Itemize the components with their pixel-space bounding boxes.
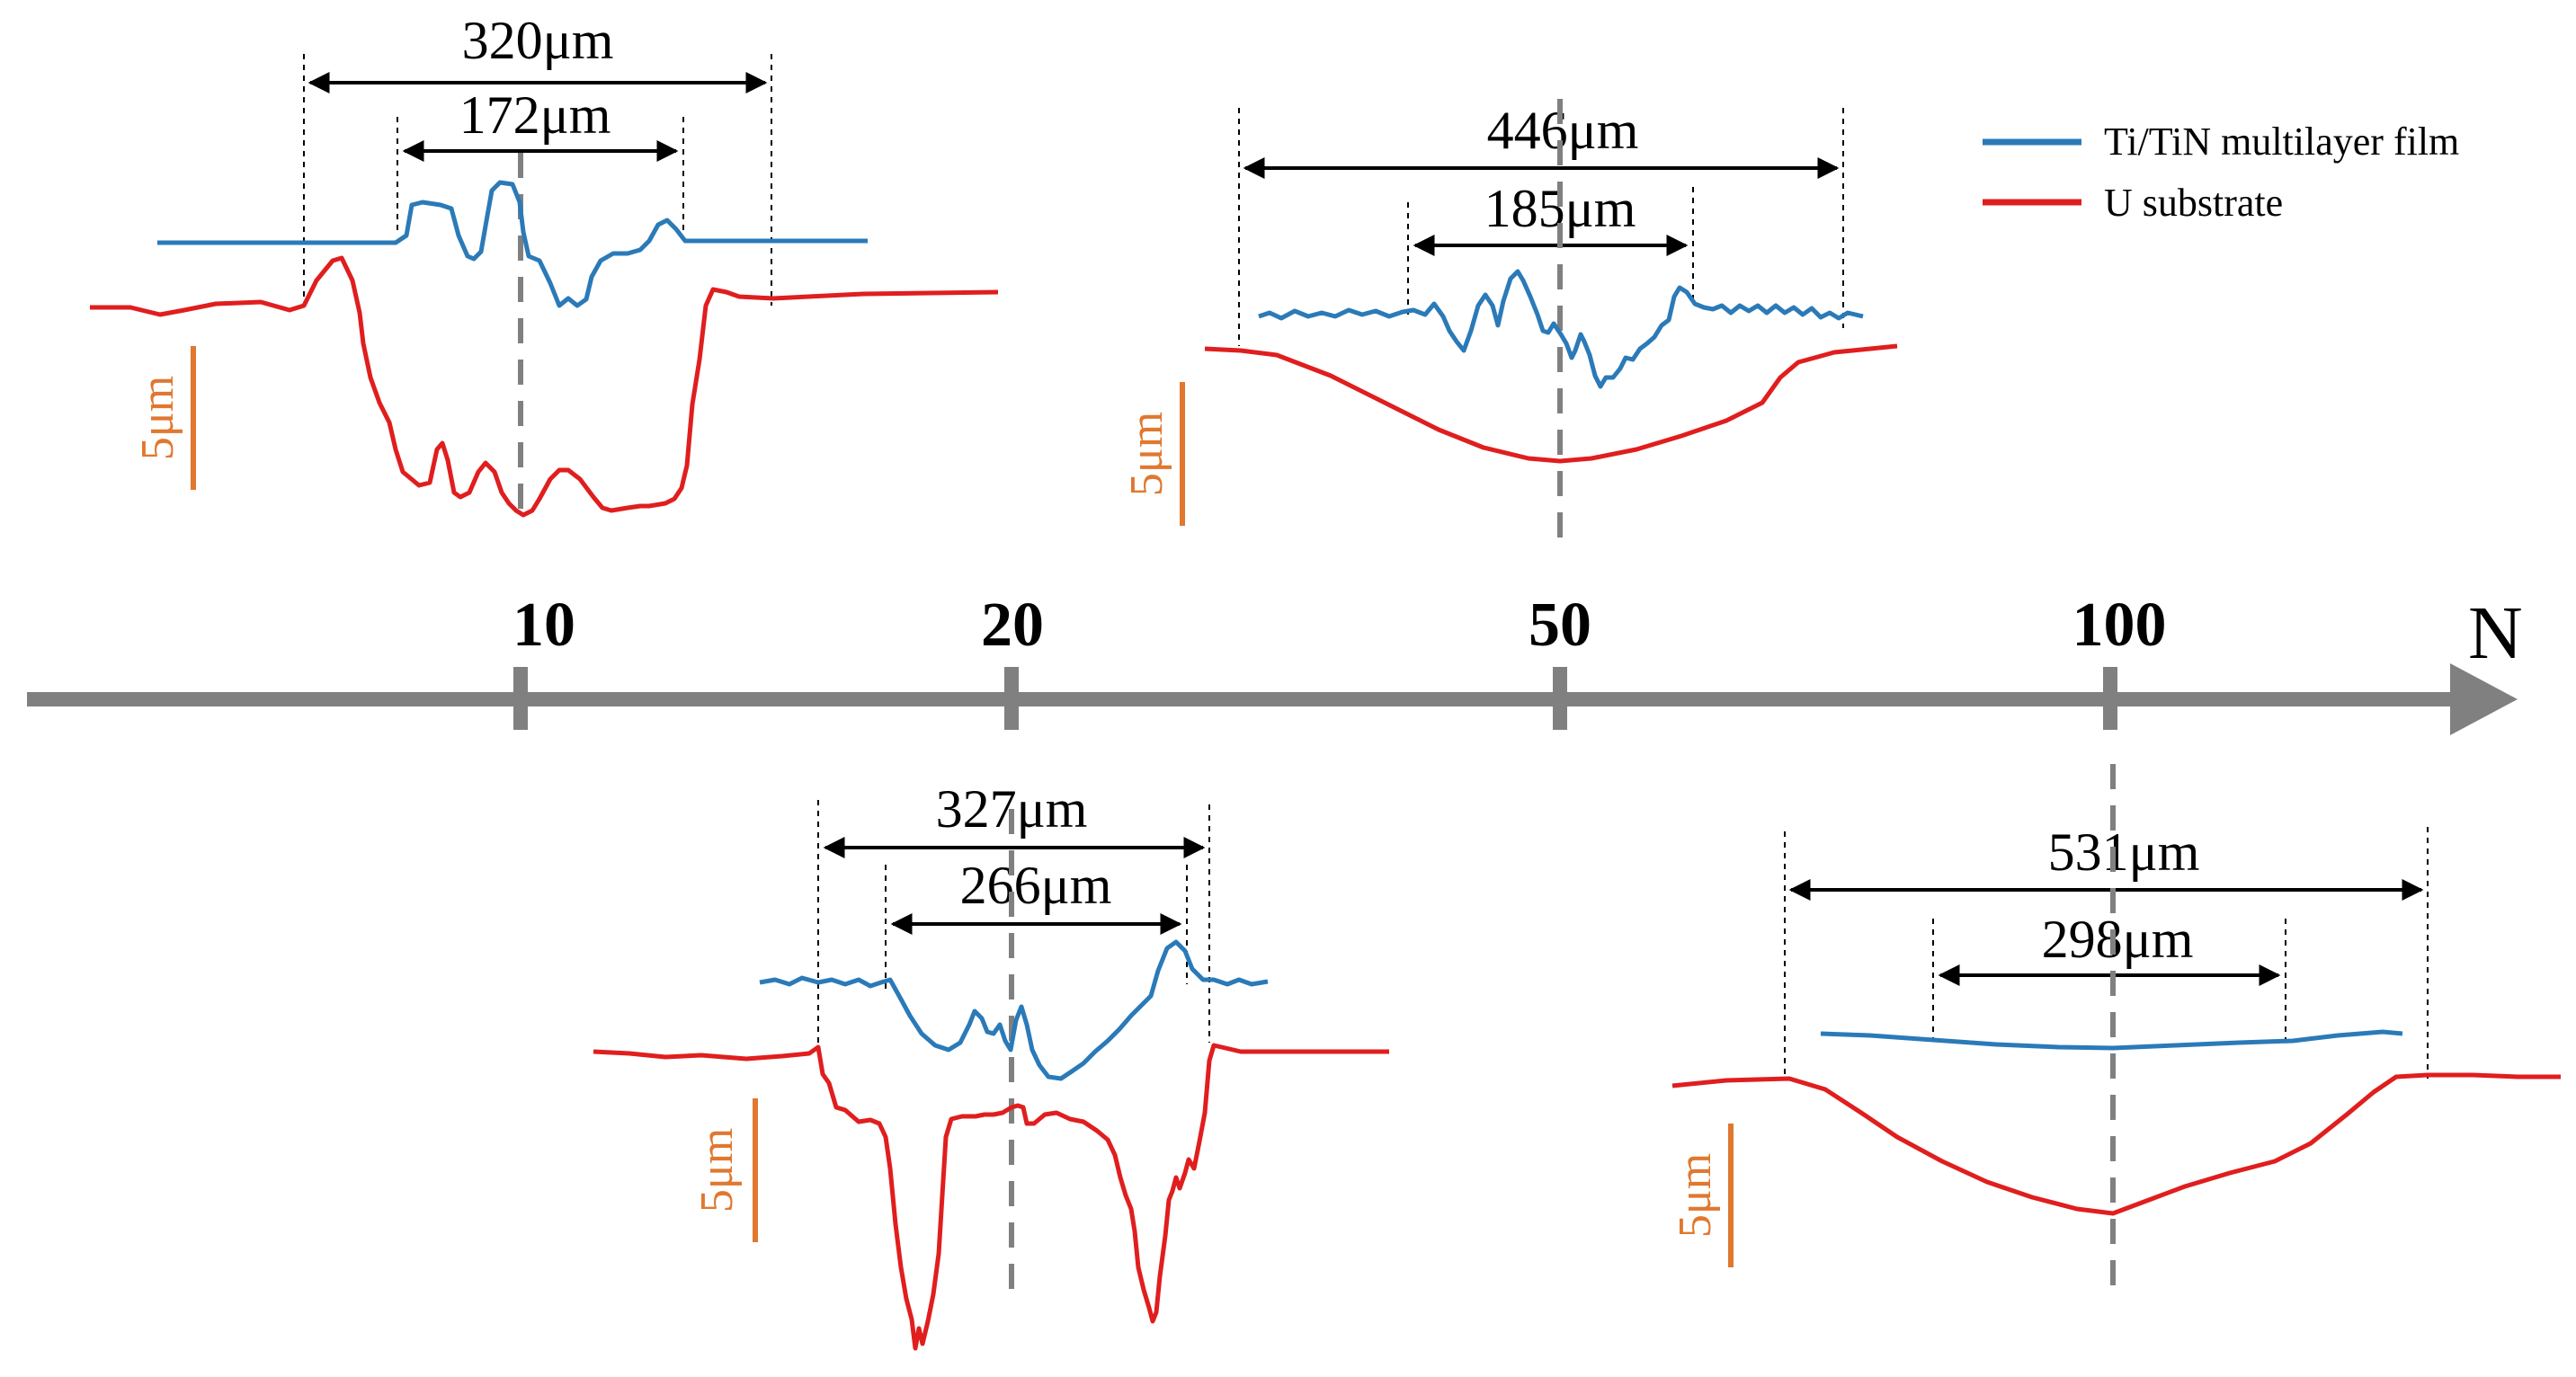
- axis-tick-10: [513, 667, 528, 730]
- profile-panel-n50: 446μm 185μm 5μm: [1121, 99, 1898, 544]
- film-profile-curve: [759, 939, 1269, 1081]
- legend: Ti/TiN multilayer film U substrate: [1983, 120, 2459, 225]
- scale-bar-label: 5μm: [1670, 1153, 1721, 1238]
- film-profile-curve: [157, 180, 868, 308]
- substrate-profile-curve: [593, 1043, 1389, 1351]
- axis-tick-100: [2103, 667, 2117, 730]
- inner-width-label: 266μm: [960, 856, 1112, 915]
- inner-width-label: 298μm: [2042, 910, 2194, 969]
- substrate-profile-curve: [90, 255, 999, 518]
- n-axis-arrowhead: [2450, 663, 2518, 735]
- scale-bar-label: 5μm: [132, 376, 183, 460]
- axis-tick-label-100: 100: [2072, 591, 2167, 660]
- axis-tick-20: [1004, 667, 1019, 730]
- axis-tick-label-10: 10: [513, 591, 575, 660]
- profile-panel-n100: 531μm 298μm 5μm: [1670, 764, 2561, 1294]
- scale-bar-label: 5μm: [691, 1128, 743, 1213]
- substrate-profile-curve: [1204, 343, 1898, 464]
- outer-width-label: 531μm: [2048, 822, 2200, 882]
- profile-panel-n10: 320μm 172μm 5μm: [90, 11, 999, 521]
- legend-label-film: Ti/TiN multilayer film: [2104, 120, 2459, 164]
- substrate-profile-curve: [1671, 1072, 2561, 1216]
- legend-label-substrate: U substrate: [2104, 181, 2283, 225]
- axis-tick-label-20: 20: [981, 591, 1044, 660]
- film-profile-curve: [1820, 1029, 2403, 1051]
- outer-width-label: 320μm: [462, 11, 614, 70]
- inner-width-label: 172μm: [459, 85, 611, 145]
- n-axis: N 10 20 50 100: [27, 591, 2523, 735]
- scale-bar-label: 5μm: [1121, 412, 1172, 496]
- profile-panel-n20: 327μm 266μm 5μm: [593, 779, 1389, 1351]
- axis-tick-50: [1553, 667, 1567, 730]
- axis-tick-label-50: 50: [1529, 591, 1591, 660]
- film-profile-curve: [1258, 269, 1864, 389]
- n-axis-name: N: [2468, 591, 2523, 675]
